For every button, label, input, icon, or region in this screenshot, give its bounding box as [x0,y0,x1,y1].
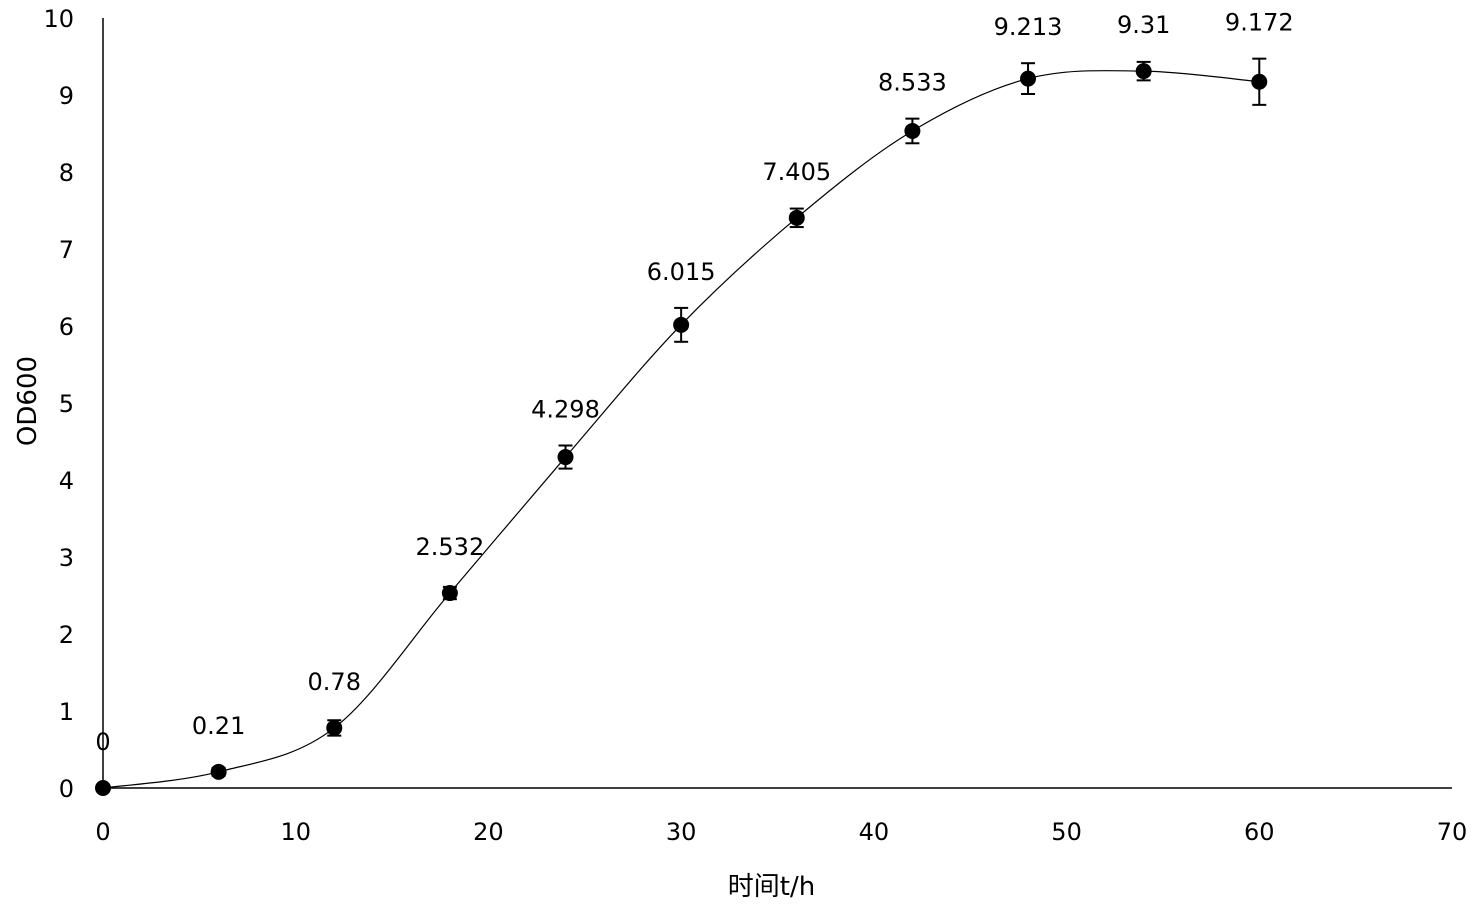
y-tick-label: 1 [59,698,74,726]
x-tick-label: 20 [473,818,504,846]
x-tick-label: 70 [1437,818,1468,846]
data-point [326,719,343,736]
data-label: 6.015 [647,258,716,286]
data-point [1135,63,1152,80]
data-points [95,63,1268,796]
x-tick-label: 40 [859,818,890,846]
data-label: 9.172 [1225,9,1294,37]
x-tick-label: 30 [666,818,697,846]
y-tick-label: 6 [59,313,74,341]
data-label: 9.213 [994,13,1063,41]
y-tick-label: 9 [59,82,74,110]
y-tick-label: 3 [59,544,74,572]
y-axis-title: OD600 [13,356,43,446]
data-label: 2.532 [416,533,485,561]
data-point [788,209,805,226]
data-point [673,316,690,333]
y-tick-label: 10 [43,5,74,33]
y-tick-label: 8 [59,159,74,187]
data-point [557,449,574,466]
y-tick-label: 0 [59,775,74,803]
data-label: 8.533 [878,69,947,97]
data-point [441,585,458,602]
data-label: 0 [95,728,110,756]
data-point [904,122,921,139]
x-axis-title: 时间t/h [728,872,815,902]
error-bars [96,57,1267,792]
y-tick-label: 5 [59,390,74,418]
data-point [210,763,227,780]
data-label: 0.78 [308,668,361,696]
x-tick-label: 10 [280,818,311,846]
x-tick-label: 0 [95,818,110,846]
data-label: 7.405 [762,158,831,186]
x-axis-ticks: 0 10 20 30 40 50 60 70 [95,818,1467,846]
x-tick-label: 50 [1051,818,1082,846]
data-point [1020,70,1037,87]
data-labels: 0 0.21 0.78 2.532 4.298 6.015 7.405 8.533 9.213 9… [95,9,1293,756]
data-label: 0.21 [192,712,245,740]
y-axis-ticks: 0 1 2 3 4 5 6 7 8 9 10 [43,5,74,803]
data-point [1251,73,1268,90]
x-tick-label: 60 [1244,818,1275,846]
y-tick-label: 4 [59,467,74,495]
data-label: 4.298 [531,396,600,424]
data-point [95,780,111,796]
data-label: 9.31 [1117,11,1170,39]
growth-curve-line [102,70,1260,789]
y-tick-label: 2 [59,621,74,649]
y-tick-label: 7 [59,236,74,264]
